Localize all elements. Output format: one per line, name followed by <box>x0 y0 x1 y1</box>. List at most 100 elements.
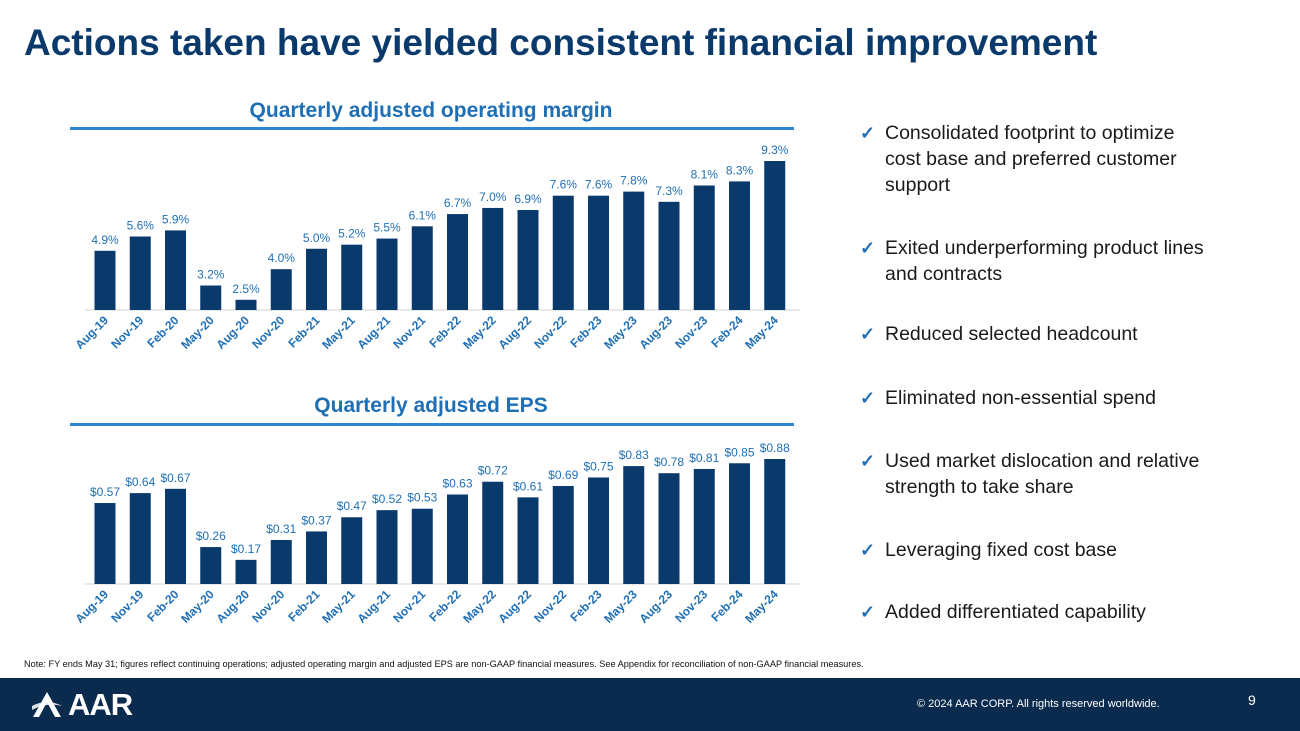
eps-data-label: $0.31 <box>266 522 296 536</box>
margin-data-label: 7.0% <box>479 190 507 204</box>
eps-tick-label: May-20 <box>178 587 217 626</box>
bullet-text: Reduced selected headcount <box>885 323 1138 345</box>
eps-tick-label: Nov-21 <box>390 587 428 625</box>
slide-title: Actions taken have yielded consistent fi… <box>24 22 1098 63</box>
eps-tick-label: Aug-22 <box>495 587 534 626</box>
eps-chart-title-rule <box>70 423 794 426</box>
margin-chart-title: Quarterly adjusted operating margin <box>249 99 613 122</box>
margin-bar <box>729 181 750 310</box>
bullet-item: ✓ Added differentiated capability <box>860 599 1205 625</box>
margin-tick-label: Nov-21 <box>390 313 428 351</box>
margin-tick-label: May-23 <box>601 313 640 352</box>
checkmark-icon: ✓ <box>860 451 876 471</box>
margin-data-label: 4.9% <box>91 233 119 247</box>
margin-bar <box>376 238 398 310</box>
bullet-text: Added differentiated capability <box>885 601 1146 623</box>
margin-data-label: 8.3% <box>726 163 754 177</box>
margin-data-label: 5.0% <box>303 231 331 245</box>
margin-tick-label: May-22 <box>460 313 499 352</box>
eps-data-label: $0.26 <box>196 529 226 543</box>
logo-text: AAR <box>68 687 133 722</box>
checkmark-icon: ✓ <box>860 388 876 408</box>
eps-bar <box>764 459 786 584</box>
margin-tick-label: Feb-23 <box>567 313 604 350</box>
margin-data-label: 2.5% <box>232 282 260 296</box>
eps-tick-label: Aug-21 <box>354 587 393 626</box>
eps-bar <box>658 473 680 584</box>
margin-tick-label: May-21 <box>319 313 358 352</box>
margin-data-label: 9.3% <box>761 143 789 157</box>
eps-bar <box>306 531 327 584</box>
margin-data-label: 4.0% <box>268 251 296 265</box>
margin-bar <box>306 248 327 310</box>
eps-bar <box>270 539 292 584</box>
aar-logo: AAR <box>30 687 150 722</box>
eps-bar <box>588 477 609 584</box>
margin-bar <box>764 161 786 310</box>
margin-bar <box>623 191 645 310</box>
eps-data-label: $0.69 <box>548 468 578 482</box>
bullet-text: Used market dislocation and relative str… <box>885 450 1200 498</box>
eps-data-label: $0.72 <box>478 464 508 478</box>
checkmark-icon: ✓ <box>860 123 876 143</box>
eps-bar <box>623 466 645 584</box>
margin-tick-label: Feb-20 <box>144 313 181 350</box>
eps-tick-label: Nov-20 <box>249 587 287 625</box>
margin-tick-label: Aug-19 <box>72 313 111 352</box>
eps-bar <box>341 517 363 584</box>
eps-data-label: $0.47 <box>337 499 367 513</box>
eps-tick-label: Feb-24 <box>708 587 745 624</box>
eps-data-label: $0.67 <box>160 471 190 485</box>
eps-data-label: $0.83 <box>619 448 649 462</box>
margin-tick-label: Aug-23 <box>636 313 675 352</box>
margin-bar <box>165 230 186 310</box>
margin-bar <box>129 236 151 310</box>
operating-margin-chart: 4.9% Aug-19 5.6% Nov-19 5.9% Feb-20 3.2% May-20… <box>72 143 800 352</box>
margin-data-label: 7.6% <box>585 178 613 192</box>
margin-data-label: 8.1% <box>691 167 719 181</box>
page-number: 9 <box>1248 692 1256 708</box>
footnote: Note: FY ends May 31; figures reflect co… <box>24 659 864 669</box>
eps-data-label: $0.78 <box>654 455 684 469</box>
bullet-text: Exited underperforming product lines and… <box>885 237 1204 285</box>
checkmark-icon: ✓ <box>860 602 876 622</box>
eps-tick-label: Feb-22 <box>426 587 463 624</box>
margin-data-label: 5.2% <box>338 227 366 241</box>
margin-data-label: 7.3% <box>655 184 683 198</box>
margin-tick-label: Aug-21 <box>354 313 393 352</box>
footer-bar: AAR © 2024 AAR CORP. All rights reserved… <box>0 678 1300 731</box>
eps-bar <box>165 488 186 584</box>
margin-bar <box>235 299 257 310</box>
eps-bar <box>235 559 257 584</box>
margin-tick-label: May-20 <box>178 313 217 352</box>
margin-bar <box>482 207 504 310</box>
eps-data-label: $0.52 <box>372 492 402 506</box>
aar-logo-icon <box>32 692 62 717</box>
bullet-item: ✓ Consolidated footprint to optimize cost… <box>860 120 1205 198</box>
copyright: © 2024 AAR CORP. All rights reserved wor… <box>917 698 1160 710</box>
bullet-item: ✓ Used market dislocation and relative st… <box>860 448 1205 500</box>
bullet-item: ✓ Leveraging fixed cost base <box>860 537 1205 563</box>
eps-data-label: $0.63 <box>442 477 472 491</box>
margin-bar <box>200 285 222 310</box>
eps-data-label: $0.64 <box>125 475 155 489</box>
eps-bar <box>552 485 574 584</box>
bullet-text: Consolidated footprint to optimize cost … <box>885 122 1177 196</box>
margin-chart-title-rule <box>70 127 794 130</box>
margin-bar <box>94 250 116 310</box>
margin-data-label: 5.5% <box>373 221 401 235</box>
eps-bar <box>482 481 504 584</box>
bullet-text: Leveraging fixed cost base <box>885 539 1117 561</box>
margin-tick-label: Nov-20 <box>249 313 287 351</box>
eps-data-label: $0.57 <box>90 485 120 499</box>
eps-tick-label: Aug-19 <box>72 587 111 626</box>
eps-data-label: $0.37 <box>301 513 331 527</box>
margin-tick-label: May-24 <box>742 313 781 352</box>
eps-tick-label: May-23 <box>601 587 640 626</box>
eps-tick-label: Nov-19 <box>108 587 146 625</box>
margin-data-label: 3.2% <box>197 268 225 282</box>
eps-bar <box>411 508 433 584</box>
margin-tick-label: Feb-24 <box>708 313 745 350</box>
eps-bar <box>729 463 750 584</box>
margin-tick-label: Feb-22 <box>426 313 463 350</box>
